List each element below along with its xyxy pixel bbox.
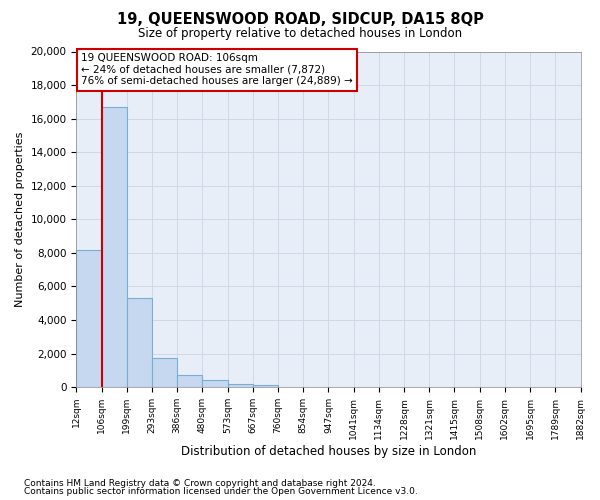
- Bar: [101, 107, 127, 387]
- Text: Size of property relative to detached houses in London: Size of property relative to detached ho…: [138, 28, 462, 40]
- Bar: [227, 384, 253, 387]
- X-axis label: Distribution of detached houses by size in London: Distribution of detached houses by size …: [181, 444, 476, 458]
- Text: Contains public sector information licensed under the Open Government Licence v3: Contains public sector information licen…: [24, 487, 418, 496]
- Bar: [152, 358, 177, 387]
- Y-axis label: Number of detached properties: Number of detached properties: [15, 132, 25, 307]
- Text: 19 QUEENSWOOD ROAD: 106sqm
← 24% of detached houses are smaller (7,872)
76% of s: 19 QUEENSWOOD ROAD: 106sqm ← 24% of deta…: [82, 53, 353, 86]
- Bar: [76, 250, 101, 387]
- Bar: [127, 298, 152, 387]
- Bar: [202, 380, 227, 387]
- Text: 19, QUEENSWOOD ROAD, SIDCUP, DA15 8QP: 19, QUEENSWOOD ROAD, SIDCUP, DA15 8QP: [116, 12, 484, 28]
- Bar: [253, 386, 278, 387]
- Text: Contains HM Land Registry data © Crown copyright and database right 2024.: Contains HM Land Registry data © Crown c…: [24, 478, 376, 488]
- Bar: [177, 374, 202, 387]
